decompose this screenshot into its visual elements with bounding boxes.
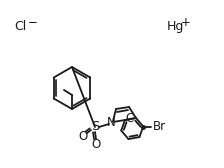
Text: N: N (107, 116, 115, 130)
Text: Hg: Hg (167, 20, 184, 33)
Text: +: + (181, 16, 191, 29)
Text: C: C (126, 112, 134, 125)
Text: S: S (91, 120, 99, 134)
Text: O: O (91, 137, 101, 151)
Text: −: − (28, 16, 38, 29)
Text: O: O (78, 130, 88, 142)
Text: Br: Br (153, 120, 166, 133)
Text: Cl: Cl (14, 20, 26, 33)
